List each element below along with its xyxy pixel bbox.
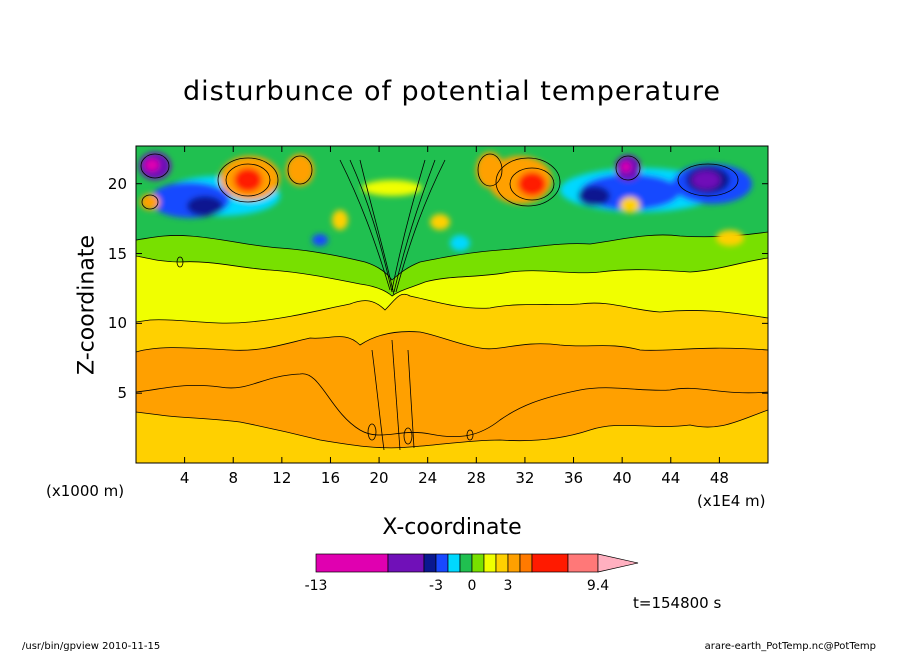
colorbar-segment (459, 553, 473, 573)
x-tick-marks (184, 146, 720, 463)
x-tick-label: 28 (466, 469, 486, 487)
colorbar-tick-label: 3 (503, 578, 513, 594)
contour-lines (140, 153, 739, 451)
colorbar-segment (567, 553, 599, 573)
x-tick-label: 16 (320, 469, 340, 487)
colorbar-extend-arrow (597, 553, 639, 573)
time-label: t=154800 s (633, 594, 722, 612)
x-tick-label: 48 (709, 469, 729, 487)
y-tick-label: 5 (117, 384, 127, 403)
colorbar (315, 553, 639, 573)
x-tick-label: 32 (515, 469, 535, 487)
colorbar-tick-label: 0 (467, 578, 477, 594)
y-tick-label: 15 (107, 244, 127, 263)
colorbar-tick-label: 9.4 (586, 578, 610, 594)
x-axis-label: X-coordinate (382, 515, 522, 540)
colorbar-segment (315, 553, 389, 573)
x-tick-label: 24 (418, 469, 438, 487)
colorbar-segment (495, 553, 509, 573)
colorbar-segment (423, 553, 437, 573)
x-tick-label: 12 (272, 469, 292, 487)
footer-left: /usr/bin/gpview 2010-11-15 (22, 641, 161, 652)
x-tick-label: 4 (179, 469, 190, 487)
x-tick-label: 20 (369, 469, 389, 487)
plot-frame (135, 145, 769, 464)
x-axis-unit: (x1E4 m) (697, 492, 766, 510)
colorbar-tick-label: -13 (304, 578, 328, 594)
colorbar-segment (435, 553, 449, 573)
colorbar-segment (507, 553, 521, 573)
orange-band-upper (136, 331, 768, 437)
y-tick-marks (136, 183, 768, 394)
colorbar-segment (387, 553, 425, 573)
footer-right: arare-earth_PotTemp.nc@PotTemp (704, 641, 876, 652)
colorbar-tick-label: -3 (429, 578, 443, 594)
colorbar-segment (519, 553, 533, 573)
x-tick-label: 40 (612, 469, 632, 487)
chart-title: disturbunce of potential temperature (183, 76, 721, 107)
colorbar-segment (471, 553, 485, 573)
y-tick-label: 10 (107, 314, 127, 333)
y-axis-unit: (x1000 m) (46, 482, 125, 500)
x-tick-label: 36 (563, 469, 584, 487)
y-tick-label: 20 (107, 174, 127, 193)
colorbar-segment (483, 553, 497, 573)
x-tick-label: 8 (228, 469, 238, 487)
y-axis-label: Z-coordinate (74, 235, 100, 375)
colorbar-segment (531, 553, 569, 573)
colorbar-segment (447, 553, 461, 573)
field-blobs (139, 152, 752, 296)
x-tick-label: 44 (661, 469, 681, 487)
